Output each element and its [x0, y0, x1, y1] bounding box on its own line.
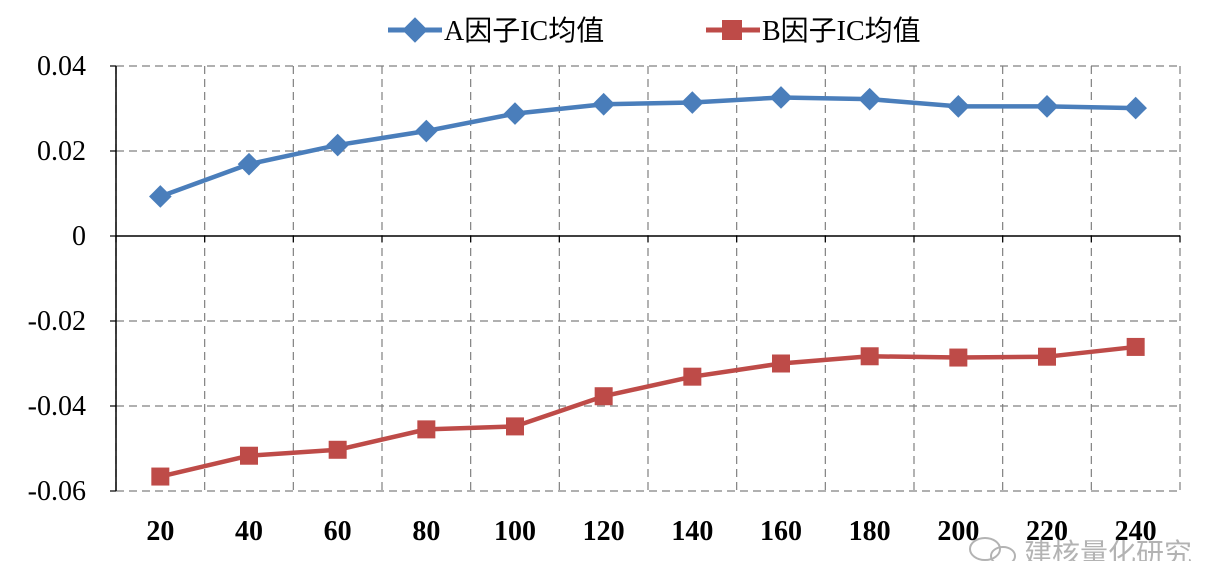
y-tick-label: 0	[72, 221, 86, 252]
x-tick-label: 40	[235, 516, 263, 547]
grid	[115, 65, 1181, 492]
data-point-b	[594, 387, 613, 406]
x-tick-label: 80	[412, 516, 440, 547]
x-tick-label: 140	[671, 516, 713, 547]
x-tick-label: 240	[1115, 516, 1157, 547]
axes: 0.04 0.02 0 -0.02 -0.04 -0.06 20 40 60 80 100 120 14…	[28, 51, 1181, 547]
legend-square-icon	[722, 20, 742, 40]
series-line-b	[159, 344, 1136, 479]
legend: A因子IC均值 B因子IC均值	[388, 15, 921, 47]
x-tick-label: 60	[324, 516, 352, 547]
data-point-b	[949, 348, 968, 367]
data-point-b	[151, 467, 170, 486]
watermark-text: 建核量化研究	[1024, 538, 1192, 561]
data-point-b	[683, 367, 702, 386]
data-point-a	[592, 92, 615, 116]
data-point-a	[415, 119, 438, 143]
legend-label-a: A因子IC均值	[444, 15, 604, 47]
legend-label-b: B因子IC均值	[762, 15, 921, 47]
data-point-a	[1035, 95, 1059, 118]
watermark: 建核量化研究	[969, 537, 1192, 566]
data-point-a	[769, 86, 793, 109]
data-point-b	[1038, 347, 1056, 366]
data-point-a	[1124, 96, 1147, 120]
data-point-b	[240, 446, 258, 465]
data-point-a	[503, 102, 527, 125]
data-point-b	[1126, 337, 1145, 356]
data-point-a	[858, 87, 881, 111]
data-point-b	[772, 354, 790, 373]
legend-item-a: A因子IC均值	[388, 15, 604, 47]
series-line-a	[159, 95, 1136, 199]
data-point-a	[237, 152, 261, 176]
data-point-b	[860, 347, 879, 366]
data-point-b	[417, 420, 436, 439]
data-point-a	[681, 91, 704, 114]
data-point-a	[149, 185, 172, 208]
data-point-a	[947, 95, 970, 118]
y-tick-label: 0.02	[37, 136, 86, 167]
data-point-b	[328, 440, 347, 459]
x-tick-label: 220	[1026, 516, 1068, 547]
x-tick-label: 20	[146, 516, 174, 547]
y-tick-label: -0.04	[28, 391, 86, 422]
y-tick-label: -0.02	[28, 306, 86, 337]
y-tick-label: -0.06	[28, 476, 86, 507]
x-tick-label: 160	[760, 516, 802, 547]
x-tick-label: 120	[583, 516, 625, 547]
x-tick-label: 100	[494, 516, 536, 547]
y-tick-label: 0.04	[37, 51, 86, 82]
legend-diamond-icon	[402, 17, 428, 43]
data-point-a	[326, 133, 349, 157]
data-point-b	[506, 417, 524, 436]
legend-item-b: B因子IC均值	[706, 15, 921, 47]
x-tick-label: 180	[849, 516, 891, 547]
